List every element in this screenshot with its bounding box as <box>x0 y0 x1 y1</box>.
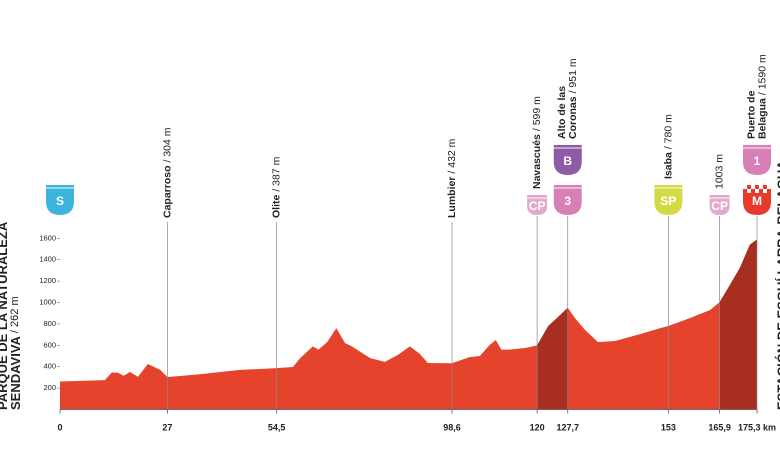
checker <box>751 185 755 189</box>
badge: SP <box>654 185 683 215</box>
badge: 1 <box>743 145 771 175</box>
badge-shape <box>527 195 548 215</box>
start-label: PARQUE DE LA NATURALEZA <box>0 221 10 410</box>
y-tick-label: 1600 <box>39 233 56 242</box>
checker <box>767 185 771 189</box>
badge-stripe <box>743 147 771 149</box>
badge-label: 3 <box>564 194 571 208</box>
waypoint-altitude: / 780 m <box>662 114 674 149</box>
waypoint-label: Isaba / 780 m <box>662 114 674 179</box>
start-name: PARQUE DE LA NATURALEZA <box>0 221 10 410</box>
y-tick-label: 800 <box>43 319 56 328</box>
x-tick-label: 153 <box>661 422 676 432</box>
badge-label: B <box>563 154 572 168</box>
checker <box>755 189 759 193</box>
badge-stripe <box>553 147 582 149</box>
waypoint-altitude: / 951 m <box>567 58 579 93</box>
waypoint-label: Alto de las <box>556 86 568 139</box>
waypoint-name: Belagua <box>757 98 769 139</box>
waypoint-name: Olite <box>271 195 283 218</box>
badge: M <box>743 185 771 215</box>
waypoint-altitude: 1003 m <box>714 154 726 189</box>
badge: B <box>553 145 582 175</box>
checker <box>743 185 747 189</box>
badge-label: S <box>56 194 64 208</box>
x-tick-label: 127,7 <box>556 422 579 432</box>
x-tick-label: 27 <box>162 422 172 432</box>
waypoint-name: Navascués <box>531 134 543 189</box>
badge: CP <box>527 195 548 215</box>
waypoint-label: Caparroso / 304 m <box>161 127 173 218</box>
waypoint-altitude: / 387 m <box>271 156 283 191</box>
badge-stripe <box>553 187 582 189</box>
x-tick-label: 54,5 <box>268 422 286 432</box>
waypoint-altitude: / 1590 m <box>757 54 769 95</box>
badge-label: SP <box>660 194 676 208</box>
waypoint-altitude: / 304 m <box>161 127 173 162</box>
waypoint-label: Navascués / 599 m <box>531 96 543 189</box>
waypoint-name: Isaba <box>662 152 674 179</box>
badge: S <box>46 185 74 215</box>
badge: CP <box>709 195 730 215</box>
x-tick-label: 0 <box>57 422 62 432</box>
badge-shape <box>46 185 74 215</box>
waypoint-altitude: / 599 m <box>531 96 543 131</box>
waypoint-name: Lumbier <box>446 177 458 218</box>
waypoint-label: Olite / 387 m <box>271 156 283 218</box>
badge-stripe <box>46 187 74 189</box>
checker <box>763 189 767 193</box>
y-tick-label: 1200 <box>39 276 56 285</box>
finish-label: ESTACIÓN DE ESQUÍ LARRA-BELAGUA <box>775 160 780 410</box>
climb-shade <box>719 239 757 410</box>
y-tick-label: 600 <box>43 340 56 349</box>
badge: 3 <box>553 185 582 215</box>
start-name: SENDAVIVA <box>8 335 23 410</box>
profile-area <box>60 239 757 410</box>
badge-shape <box>553 185 582 215</box>
badge-stripe <box>654 187 683 189</box>
waypoint-name: Alto de las <box>556 86 568 139</box>
x-tick-label: 165,9 <box>708 422 731 432</box>
x-tick-label: 98,6 <box>443 422 461 432</box>
badge-shape <box>553 145 582 175</box>
y-tick-label: 1000 <box>39 297 56 306</box>
badge-shape <box>654 185 683 215</box>
waypoint-name: Coronas <box>567 96 579 139</box>
waypoint-name: Caparroso <box>161 165 173 218</box>
y-tick-label: 400 <box>43 362 56 371</box>
waypoint-label: Belagua / 1590 m <box>757 54 769 139</box>
climb-shade <box>537 307 568 410</box>
badge-shape <box>709 195 730 215</box>
start-altitude: / 262 m <box>9 296 21 333</box>
waypoint-label: 1003 m <box>714 154 726 189</box>
y-tick-label: 1400 <box>39 255 56 264</box>
waypoint-altitude: / 432 m <box>446 138 458 173</box>
badge-label: M <box>752 194 762 208</box>
badge-label: CP <box>529 199 546 213</box>
waypoint-label: Puerto de <box>746 90 758 139</box>
badge-shape <box>743 145 771 175</box>
y-tick-label: 200 <box>43 383 56 392</box>
waypoint-label: Coronas / 951 m <box>567 58 579 139</box>
checker <box>747 189 751 193</box>
badge-stripe <box>527 197 548 199</box>
x-tick-label: 120 <box>530 422 545 432</box>
waypoint-label: Lumbier / 432 m <box>446 138 458 218</box>
checker <box>759 185 763 189</box>
badge-stripe <box>709 197 730 199</box>
badge-label: 1 <box>754 154 761 168</box>
badge-label: CP <box>711 199 728 213</box>
start-label: SENDAVIVA / 262 m <box>8 296 23 410</box>
waypoint-name: Puerto de <box>746 90 758 139</box>
x-tick-label: 175,3 km <box>738 422 776 432</box>
